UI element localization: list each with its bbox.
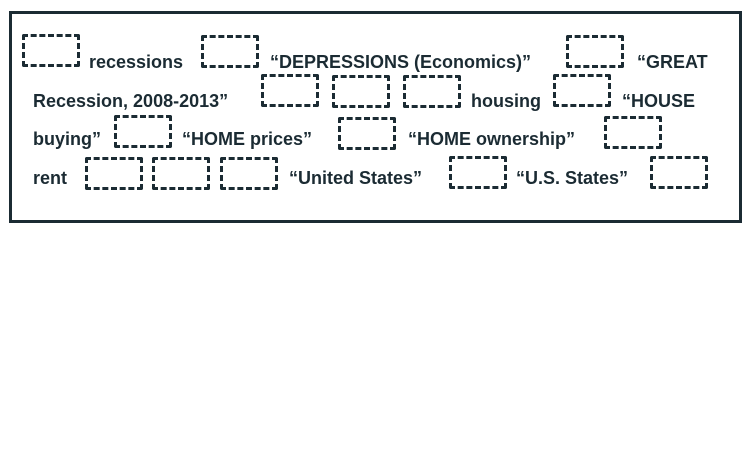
search-terms-panel: recessions “DEPRESSIONS (Economics)” “GR… <box>9 11 742 223</box>
term-house-buying-end: buying” <box>33 129 101 149</box>
term-great-recession-end: Recession, 2008-2013” <box>33 91 229 111</box>
operator-blank[interactable] <box>338 117 396 150</box>
term-united-states: “United States” <box>289 168 423 188</box>
term-depressions: “DEPRESSIONS (Economics)” <box>270 52 532 72</box>
term-home-prices: “HOME prices” <box>182 129 313 149</box>
term-great-recession-start: “GREAT <box>637 52 708 72</box>
terms-row-1: recessions “DEPRESSIONS (Economics)” “GR… <box>12 34 739 74</box>
term-us-states: “U.S. States” <box>516 168 629 188</box>
operator-blank[interactable] <box>85 157 143 190</box>
operator-blank[interactable] <box>566 35 624 68</box>
operator-blank[interactable] <box>332 75 390 108</box>
operator-blank[interactable] <box>261 74 319 107</box>
operator-blank[interactable] <box>650 156 708 189</box>
terms-row-3: buying” “HOME prices” “HOME ownership” <box>12 115 739 155</box>
operator-blank[interactable] <box>114 115 172 148</box>
term-house-buying-start: “HOUSE <box>622 91 696 111</box>
operator-blank[interactable] <box>553 74 611 107</box>
term-recessions: recessions <box>89 52 184 72</box>
operator-blank[interactable] <box>201 35 259 68</box>
operator-blank[interactable] <box>403 75 461 108</box>
operator-blank[interactable] <box>152 157 210 190</box>
term-housing: housing <box>471 91 541 111</box>
operator-blank[interactable] <box>22 34 80 67</box>
terms-row-2: Recession, 2008-2013” housing “HOUSE <box>12 74 739 114</box>
terms-row-4: rent “United States” “U.S. States” <box>12 155 739 195</box>
term-home-ownership: “HOME ownership” <box>408 129 576 149</box>
operator-blank[interactable] <box>220 157 278 190</box>
operator-blank[interactable] <box>604 116 662 149</box>
operator-blank[interactable] <box>449 156 507 189</box>
term-rent: rent <box>33 168 68 188</box>
